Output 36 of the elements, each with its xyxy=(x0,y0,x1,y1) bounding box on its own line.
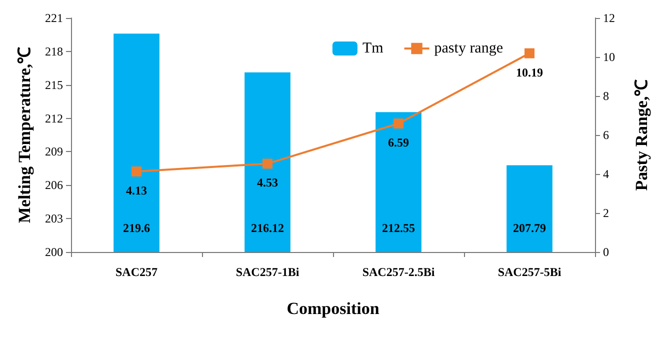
data-label: 207.79 xyxy=(513,221,546,235)
y2-tick-label: 8 xyxy=(603,89,609,103)
y2-tick-label: 4 xyxy=(603,167,609,181)
legend-label: pasty range xyxy=(434,40,504,56)
x-tick-label: SAC257 xyxy=(115,265,158,279)
data-label: 4.13 xyxy=(126,183,147,198)
y2-tick-label: 0 xyxy=(603,245,609,259)
y2-axis-title: Pasty Range,℃ xyxy=(632,79,651,191)
y-tick-label: 200 xyxy=(45,245,63,259)
y-tick-label: 209 xyxy=(45,144,63,159)
x-tick-label: SAC257-5Bi xyxy=(498,265,562,279)
data-label: 219.6 xyxy=(123,221,150,235)
y2-tick-label: 12 xyxy=(603,11,615,25)
y-tick-label: 212 xyxy=(45,111,63,126)
y2-tick-label: 6 xyxy=(603,128,609,142)
data-label: 4.53 xyxy=(257,176,278,190)
x-tick-label: SAC257-2.5Bi xyxy=(362,265,436,279)
point xyxy=(394,118,404,128)
y-axis-title: Melting Temperature,℃ xyxy=(15,46,34,224)
x-axis-title: Composition xyxy=(286,299,380,318)
y-tick-label: 218 xyxy=(45,44,63,58)
y-tick-label: 215 xyxy=(45,78,63,92)
data-label: 216.12 xyxy=(251,221,284,235)
point xyxy=(262,158,272,169)
legend-label: Tm xyxy=(362,40,384,56)
point xyxy=(524,48,534,58)
y-tick-label: 206 xyxy=(45,178,63,192)
y-tick-label: 221 xyxy=(45,11,63,25)
data-label: 212.55 xyxy=(382,221,415,235)
point xyxy=(132,166,142,176)
data-label: 10.19 xyxy=(516,65,543,80)
y2-tick-label: 2 xyxy=(603,206,609,220)
x-tick-label: SAC257-1Bi xyxy=(236,265,300,279)
data-label: 6.59 xyxy=(388,135,409,150)
y-tick-label: 203 xyxy=(45,212,63,226)
y2-tick-label: 10 xyxy=(603,50,615,64)
